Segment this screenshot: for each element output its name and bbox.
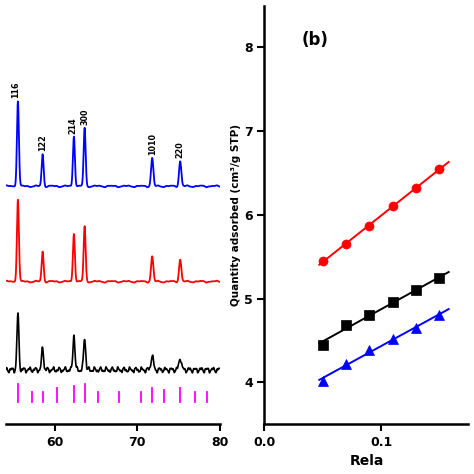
Text: 122: 122 — [38, 135, 47, 151]
Text: (b): (b) — [301, 31, 328, 49]
Text: 220: 220 — [176, 142, 185, 158]
Text: 214: 214 — [69, 117, 78, 134]
Text: 116: 116 — [11, 82, 20, 99]
Text: 300: 300 — [81, 108, 90, 125]
X-axis label: Rela: Rela — [349, 455, 383, 468]
Y-axis label: Quantity adsorbed (cm³/g STP): Quantity adsorbed (cm³/g STP) — [231, 124, 241, 306]
Text: 1010: 1010 — [148, 133, 157, 155]
